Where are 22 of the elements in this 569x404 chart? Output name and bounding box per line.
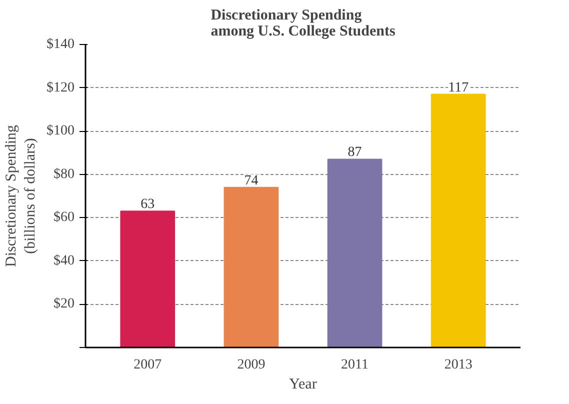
x-tick-label: 2011 xyxy=(341,358,369,372)
y-tick-label: $80 xyxy=(54,166,74,182)
x-tick-label: 2013 xyxy=(444,358,472,372)
x-tick-label: 2009 xyxy=(237,358,266,372)
y-tick-label: $60 xyxy=(54,210,74,226)
data-label: 74 xyxy=(244,173,258,188)
data-label: 87 xyxy=(348,145,362,160)
data-label: 117 xyxy=(448,80,469,96)
bar xyxy=(224,186,279,348)
y-tick-label: $140 xyxy=(46,37,74,52)
y-tick-label: $100 xyxy=(46,124,74,139)
data-label: 63 xyxy=(140,197,155,212)
y-tick-label: $20 xyxy=(54,296,74,312)
x-axis-title: Year xyxy=(289,376,317,392)
y-axis-title: Discretionary Spending (billions of dollars) xyxy=(3,124,38,268)
bar xyxy=(120,210,176,348)
bar xyxy=(327,158,382,348)
bar xyxy=(430,94,486,348)
x-tick-label: 2007 xyxy=(134,358,162,372)
chart-title: Discretionary Spending among U.S. College Students xyxy=(210,8,396,40)
y-tick-label: $120 xyxy=(46,80,74,96)
y-tick-label: $40 xyxy=(54,253,74,268)
